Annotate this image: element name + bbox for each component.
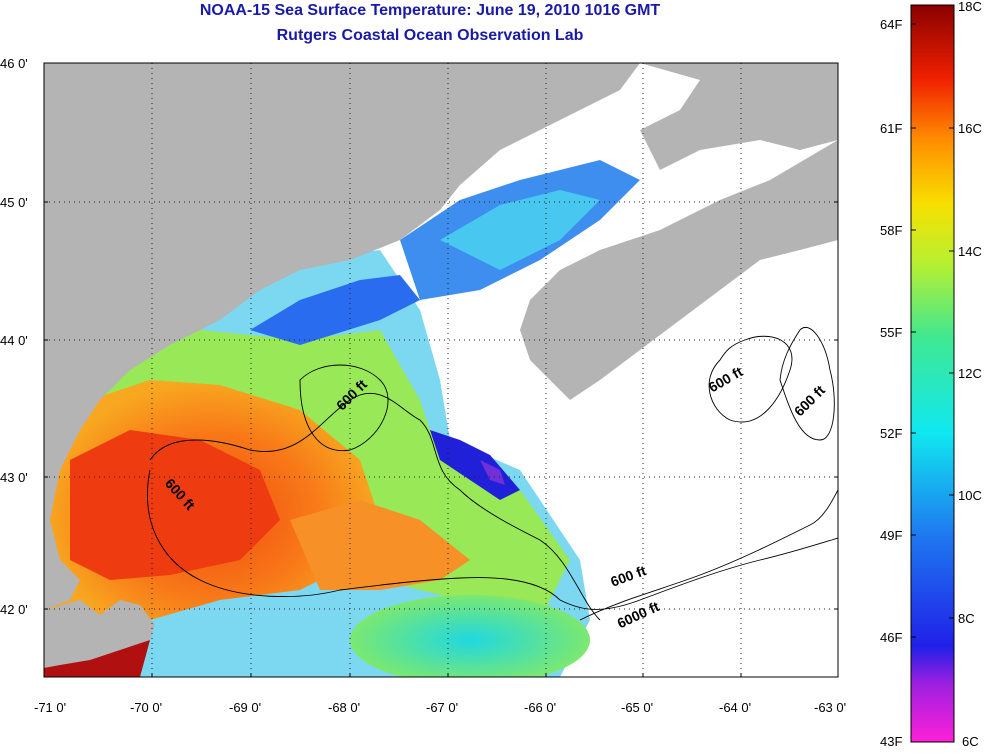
colorbar-f-43: 43F — [880, 734, 902, 749]
map-subtitle: Rutgers Coastal Ocean Observation Lab — [276, 27, 584, 44]
sst-blue-strip — [250, 275, 420, 345]
colorbar-f-49: 49F — [880, 528, 902, 543]
plot-frame — [43, 62, 839, 678]
colorbar-f-64: 64F — [880, 17, 902, 32]
colorbar-c-14: 14C — [958, 244, 982, 259]
lon-label-67: -67 0' — [426, 700, 458, 715]
lon-label-70: -70 0' — [130, 700, 162, 715]
colorbar-f-58: 58F — [880, 223, 902, 238]
lat-label-44: 44 0' — [0, 333, 28, 348]
colorbar-f-52: 52F — [880, 426, 902, 441]
lat-label-43: 43 0' — [0, 470, 28, 485]
lat-label-42: 42 0' — [0, 602, 28, 617]
colorbar-c-18: 18C — [958, 0, 982, 14]
contour-6000ft — [559, 537, 838, 610]
sst-orange-band — [290, 500, 470, 590]
colorbar-f-55: 55F — [880, 325, 902, 340]
land-cape-cod — [44, 600, 155, 668]
colorbar-f-61: 61F — [880, 121, 902, 136]
colorbar — [910, 4, 955, 743]
lon-label-66: -66 0' — [524, 700, 556, 715]
sst-cyan-patch — [440, 190, 600, 270]
lon-label-65: -65 0' — [621, 700, 653, 715]
colorbar-c-6: 6C — [962, 734, 979, 749]
land-pei-region — [760, 63, 838, 110]
lon-label-64: -64 0' — [719, 700, 751, 715]
contour-600ft-shelf — [579, 489, 838, 621]
colorbar-c-8: 8C — [958, 611, 975, 626]
lon-label-69: -69 0' — [229, 700, 261, 715]
contour-600ft-scotian-1 — [708, 335, 793, 423]
colorbar-c-12: 12C — [958, 366, 982, 381]
contour-gulf-basin — [299, 364, 389, 452]
land-nova-scotia — [520, 140, 838, 400]
lat-label-46: 46 0' — [0, 56, 28, 71]
sst-red-core — [70, 430, 280, 580]
colorbar-c-10: 10C — [958, 488, 982, 503]
lon-label-63: -63 0' — [814, 700, 846, 715]
lon-label-68: -68 0' — [328, 700, 360, 715]
colorbar-ticks — [911, 23, 954, 638]
sst-southern-cool-eddy — [350, 595, 590, 677]
colorbar-f-46: 46F — [880, 630, 902, 645]
axis-ticks — [44, 62, 838, 677]
contour-600ft-gulf — [149, 392, 601, 621]
sst-violet-patch — [480, 460, 505, 485]
lat-label-45: 45 0' — [0, 195, 28, 210]
contour-600ft-georges — [147, 469, 561, 601]
colorbar-c-16: 16C — [958, 121, 982, 136]
contour-600ft-scotian-2 — [779, 327, 835, 441]
land-new-england — [44, 63, 640, 610]
lon-label-71: -71 0' — [34, 700, 66, 715]
bathymetry-contours — [147, 327, 838, 621]
map-title: NOAA-15 Sea Surface Temperature: June 19… — [199, 2, 661, 19]
